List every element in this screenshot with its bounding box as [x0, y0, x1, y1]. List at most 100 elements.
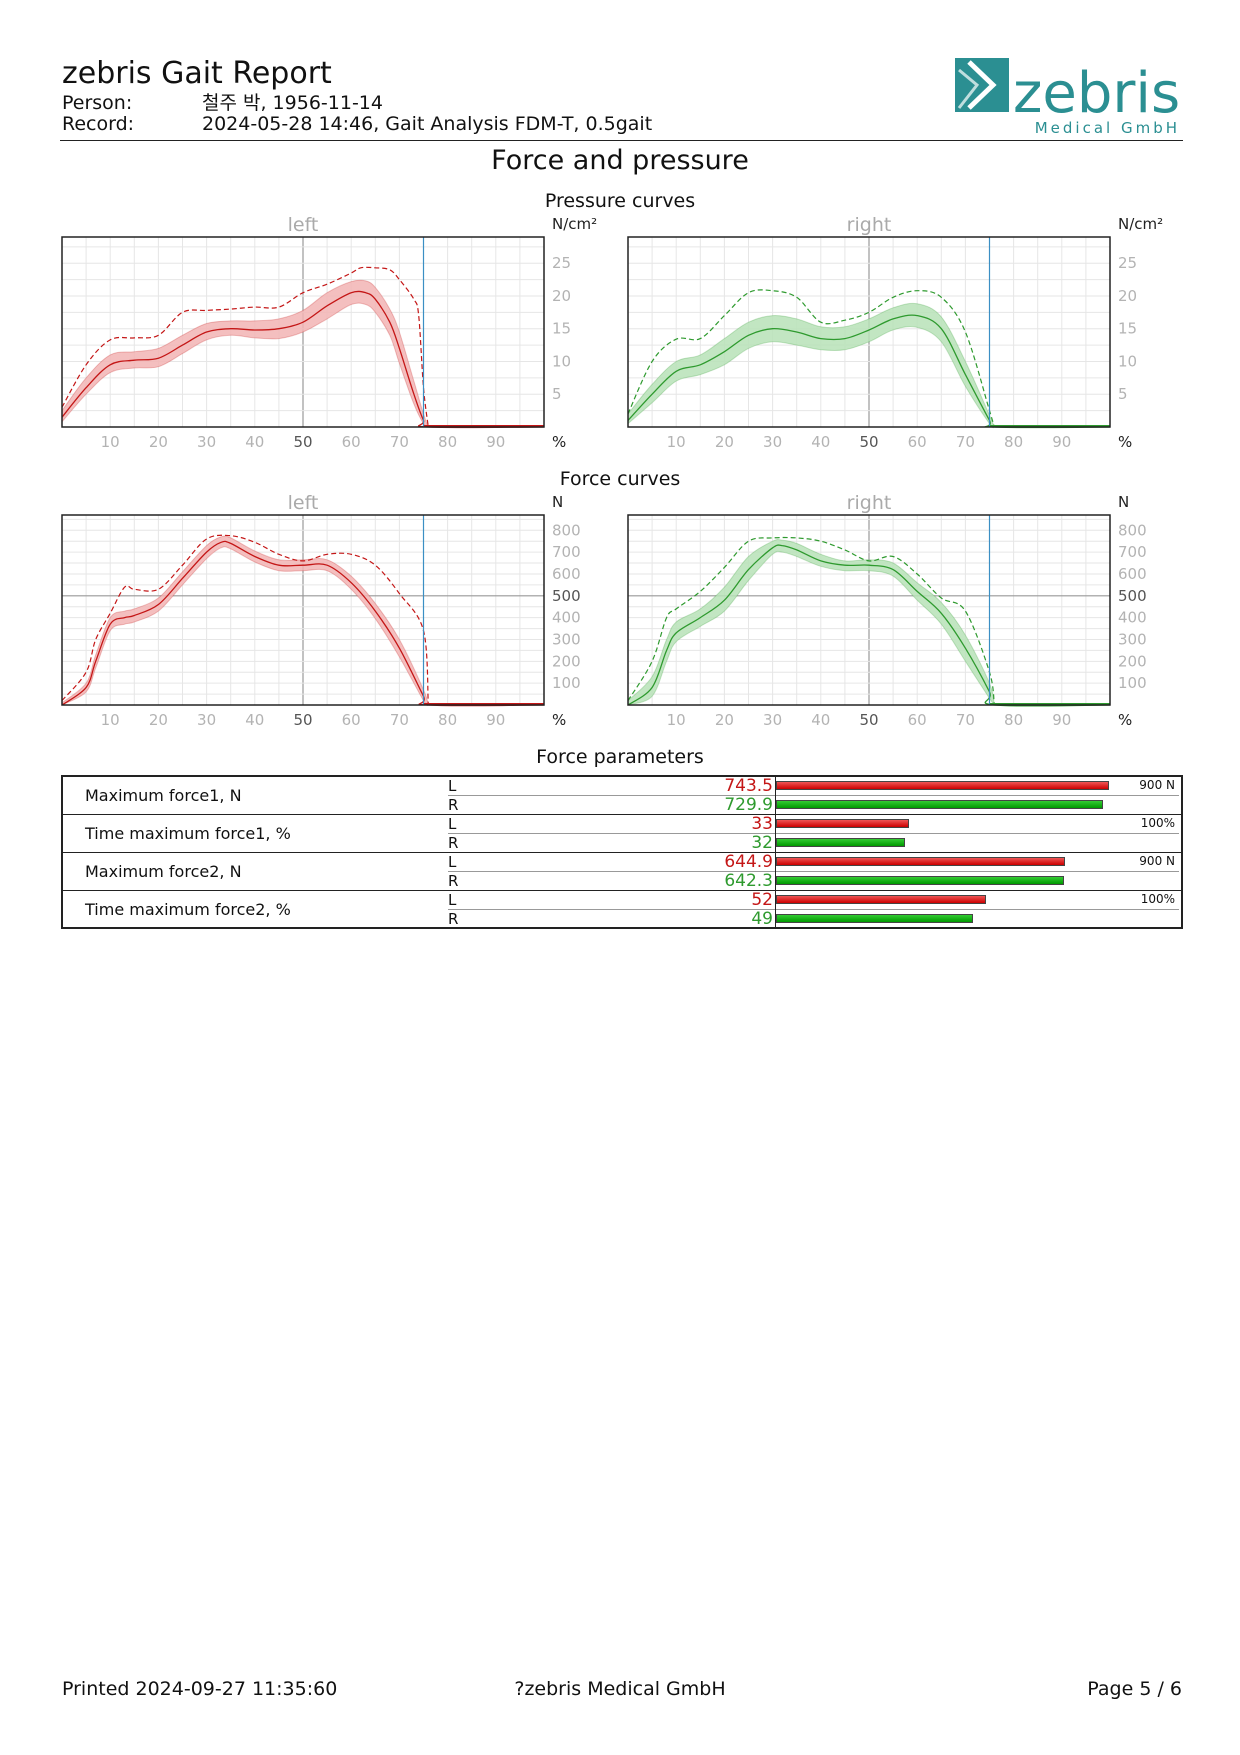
logo-chevron-icon: [967, 60, 997, 110]
y-tick-label: 20: [1118, 287, 1137, 305]
param-value-l: 33: [751, 814, 773, 834]
x-tick-label: 60: [342, 433, 361, 451]
force-chart-right: right N% 10 20 30 40 50 60 70 80 90 100 200 300 400 500…: [627, 492, 1147, 729]
std-band: [627, 302, 997, 429]
y-tick-label: 25: [1118, 254, 1137, 272]
param-value-l: 743.5: [724, 776, 773, 796]
y-tick-label: 700: [1118, 543, 1147, 561]
plot-frame: [627, 236, 1111, 428]
y-tick-label: 15: [1118, 320, 1137, 338]
y-unit-label: N/cm²: [1118, 215, 1163, 233]
row-divider: [448, 795, 778, 796]
bar-divider: [776, 795, 1179, 796]
x-unit-label: %: [1118, 433, 1132, 451]
scale-max-label: 900 N: [1139, 854, 1175, 868]
plot-frame: [61, 514, 545, 706]
footer-company: ?zebris Medical GmbH: [514, 1678, 726, 1700]
y-tick-label: 25: [552, 254, 571, 272]
value-bar-l: [776, 781, 1109, 790]
row-divider: [448, 833, 778, 834]
param-label: Time maximum force1, %: [85, 824, 291, 843]
force-parameters-table: Maximum force1, N L 743.5 900 N R 729.9 Time m…: [61, 775, 1183, 929]
x-unit-label: %: [1118, 711, 1132, 729]
y-tick-label: 300: [1118, 630, 1147, 648]
mean-line: [627, 314, 1111, 429]
x-tick-label: 30: [197, 433, 216, 451]
side-label-l: L: [448, 853, 457, 871]
x-tick-label: 40: [811, 433, 830, 451]
value-bar-r: [776, 876, 1064, 885]
value-bar-l: [776, 857, 1065, 866]
y-tick-label: 700: [552, 543, 581, 561]
x-unit-label: %: [552, 711, 566, 729]
max-line: [627, 289, 995, 428]
plot-frame: [627, 514, 1111, 706]
row-divider: [448, 909, 778, 910]
y-tick-label: 10: [552, 352, 571, 370]
y-tick-label: 600: [1118, 565, 1147, 583]
x-tick-label: 20: [149, 711, 168, 729]
x-tick-label: 40: [245, 711, 264, 729]
x-tick-label: 90: [486, 711, 505, 729]
y-tick-label: 100: [1118, 674, 1147, 692]
y-tick-label: 500: [552, 587, 581, 605]
x-tick-label: 90: [1052, 711, 1071, 729]
x-tick-label: 30: [197, 711, 216, 729]
x-tick-label: 70: [390, 711, 409, 729]
y-tick-label: 300: [552, 630, 581, 648]
value-bar-r: [776, 800, 1103, 809]
std-band: [627, 539, 996, 706]
param-row: Maximum force2, N L 644.9 900 N R 642.3: [63, 853, 1181, 891]
std-band: [61, 535, 430, 707]
x-tick-label: 10: [667, 711, 686, 729]
bar-axis: [775, 815, 776, 852]
x-tick-label: 20: [149, 433, 168, 451]
y-tick-label: 400: [552, 609, 581, 627]
x-tick-label: 60: [908, 433, 927, 451]
y-unit-label: N: [552, 493, 563, 511]
logo-subtext: Medical GmbH: [1035, 119, 1180, 137]
y-unit-label: N/cm²: [552, 215, 597, 233]
person-label: Person:: [62, 92, 133, 114]
x-tick-label: 70: [390, 433, 409, 451]
x-tick-label: 30: [763, 433, 782, 451]
param-label: Maximum force2, N: [85, 862, 242, 881]
max-line: [61, 266, 429, 428]
y-tick-label: 200: [1118, 652, 1147, 670]
y-tick-label: 5: [552, 385, 562, 403]
x-tick-label: 10: [101, 433, 120, 451]
x-tick-label: 90: [486, 433, 505, 451]
force-chart-left: left N% 10 20 30 40 50 60 70 80 90 100 200 300 400 500 6…: [61, 492, 581, 729]
x-tick-label: 20: [715, 711, 734, 729]
scale-max-label: 900 N: [1139, 778, 1175, 792]
x-tick-label: 50: [859, 433, 878, 451]
side-label-r: R: [448, 910, 459, 928]
y-tick-label: 800: [552, 521, 581, 539]
person-value: 철주 박, 1956-11-14: [202, 92, 383, 114]
side-label-r: R: [448, 834, 459, 852]
x-tick-label: 80: [1004, 433, 1023, 451]
x-tick-label: 80: [438, 711, 457, 729]
bar-axis: [775, 891, 776, 928]
x-tick-label: 70: [956, 433, 975, 451]
y-tick-label: 20: [552, 287, 571, 305]
y-tick-label: 10: [1118, 352, 1137, 370]
side-label-l: L: [448, 777, 457, 795]
pressure-title: Pressure curves: [544, 190, 696, 212]
row-divider: [448, 871, 778, 872]
x-tick-label: 60: [342, 711, 361, 729]
param-value-r: 49: [751, 909, 773, 929]
y-unit-label: N: [1118, 493, 1129, 511]
param-value-r: 729.9: [724, 795, 773, 815]
bar-axis: [775, 777, 776, 814]
side-label-l: L: [448, 815, 457, 833]
param-row: Time maximum force2, % L 52 100% R 49: [63, 891, 1181, 929]
scale-max-label: 100%: [1140, 816, 1175, 830]
param-label: Time maximum force2, %: [85, 900, 291, 919]
panel-label: right: [847, 214, 892, 236]
x-tick-label: 80: [438, 433, 457, 451]
param-value-l: 644.9: [724, 852, 773, 872]
param-label: Maximum force1, N: [85, 786, 242, 805]
y-tick-label: 200: [552, 652, 581, 670]
force-title: Force curves: [559, 468, 681, 490]
